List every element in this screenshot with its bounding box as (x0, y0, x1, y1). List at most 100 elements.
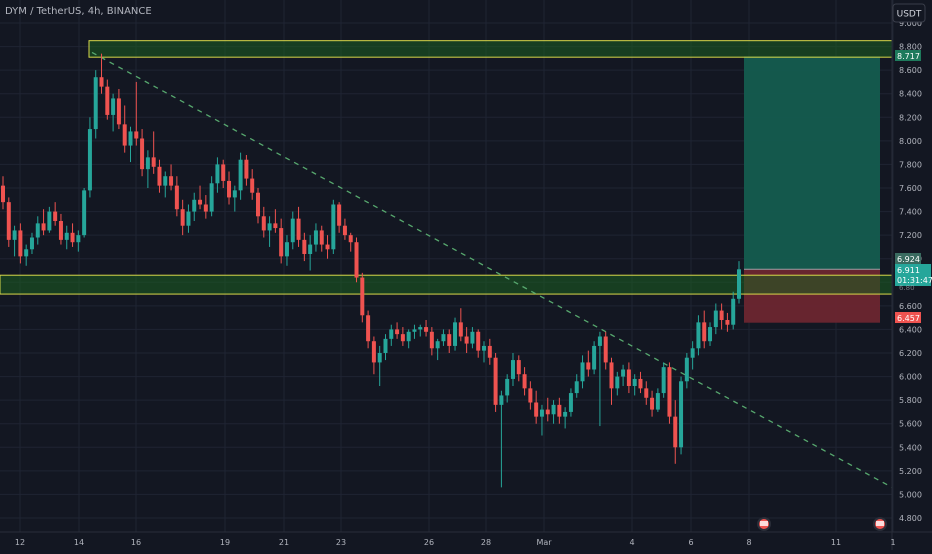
candle (603, 331, 608, 370)
candle-body (545, 409, 550, 415)
candle-body (122, 124, 127, 146)
y-tick-label: 5.800 (899, 396, 922, 405)
y-tick-label: 6.400 (899, 325, 922, 334)
candle-body (690, 348, 695, 358)
candle-body (244, 159, 249, 179)
long-position-tool[interactable] (744, 56, 880, 323)
candle-body (232, 190, 237, 198)
candle-body (111, 98, 116, 115)
candle-body (418, 327, 423, 330)
candle (174, 176, 179, 217)
y-tick-label: 8.000 (899, 137, 922, 146)
candle-body (435, 341, 440, 349)
candle-body (76, 235, 81, 243)
descending-trendline[interactable] (91, 51, 893, 488)
candle-body (273, 223, 278, 229)
event-marker-2[interactable] (873, 517, 887, 531)
candle-body (424, 327, 429, 332)
candle (383, 334, 388, 361)
candle (679, 376, 684, 455)
candle-body (412, 329, 417, 332)
candle (371, 336, 376, 375)
candle (151, 131, 156, 174)
candle-body (267, 223, 272, 231)
bar-countdown-text: 01:31:47 (897, 276, 932, 285)
candle (360, 272, 365, 323)
candle (696, 315, 701, 356)
candle-body (597, 336, 602, 346)
candle (499, 390, 504, 488)
currency-button-frame[interactable] (892, 3, 926, 23)
zone-rectangle-2[interactable] (0, 274, 893, 295)
candle-body (105, 86, 110, 115)
economic-event-flag-icon (876, 521, 884, 526)
candle (163, 171, 168, 198)
candle (453, 317, 458, 351)
currency-button-label[interactable]: USDT (897, 10, 922, 20)
candle-body (6, 202, 11, 240)
currency-button[interactable]: USDT (892, 3, 926, 23)
candle-body (516, 360, 521, 375)
x-tick-label: 28 (481, 538, 491, 547)
candle-body (505, 378, 510, 396)
zone-rectangle-1[interactable] (88, 40, 893, 58)
candle (719, 303, 724, 330)
candle (621, 364, 626, 386)
candle (348, 232, 353, 252)
price-axis[interactable]: 9.000 8.800 8.600 8.400 8.200 8.000 7.800 7.600… (891, 0, 922, 550)
candle (534, 390, 539, 424)
candle (638, 371, 643, 394)
profit-target-box[interactable] (744, 56, 880, 270)
x-tick-label: 6 (688, 538, 693, 547)
last-price-text: 6.911 (897, 266, 920, 275)
candles (1, 53, 741, 488)
candle (313, 223, 318, 252)
candle-body (87, 129, 92, 191)
y-tick-label: 8.800 (899, 43, 922, 52)
candle (116, 89, 121, 130)
supply-demand-zones[interactable] (0, 40, 893, 295)
candle-body (116, 98, 121, 125)
y-tick-label: 7.600 (899, 184, 922, 193)
candle-body (563, 411, 568, 417)
candle (609, 357, 614, 405)
candle-body (348, 235, 353, 243)
time-axis[interactable]: 12 14 16 19 21 23 26 28 Mar 4 6 8 11 1 (0, 531, 932, 547)
y-tick-label: 8.400 (899, 90, 922, 99)
candle-body (644, 388, 649, 398)
y-tick-label: 7.200 (899, 231, 922, 240)
candle-body (1, 185, 5, 203)
candle-body (580, 362, 585, 382)
candle (389, 324, 394, 346)
candle-body (592, 345, 597, 370)
candle-body (296, 218, 301, 240)
candle-body (650, 397, 655, 410)
candle-body (238, 159, 243, 191)
x-tick-label: 26 (424, 538, 434, 547)
last-price-tag (895, 264, 931, 286)
x-tick-label: 19 (220, 538, 230, 547)
candle-body (99, 77, 104, 87)
y-tick-label: 8.600 (899, 66, 922, 75)
candle-body (447, 334, 452, 346)
trendline[interactable] (91, 51, 893, 488)
candle-body (684, 357, 689, 382)
x-tick-label: 8 (746, 538, 751, 547)
candle-body (140, 138, 145, 170)
candle-body (174, 185, 179, 210)
candle-body (470, 331, 475, 344)
event-marker-1[interactable] (757, 517, 771, 531)
candle (395, 322, 400, 339)
candle-body (534, 402, 539, 417)
candle-body (482, 345, 487, 351)
candle (279, 218, 284, 264)
candle (429, 327, 434, 356)
candle-body (557, 404, 562, 417)
candle (122, 105, 127, 153)
candle-body (615, 376, 620, 389)
candle (82, 188, 87, 238)
candle (6, 197, 11, 247)
candle (203, 195, 208, 219)
candle (597, 331, 602, 427)
